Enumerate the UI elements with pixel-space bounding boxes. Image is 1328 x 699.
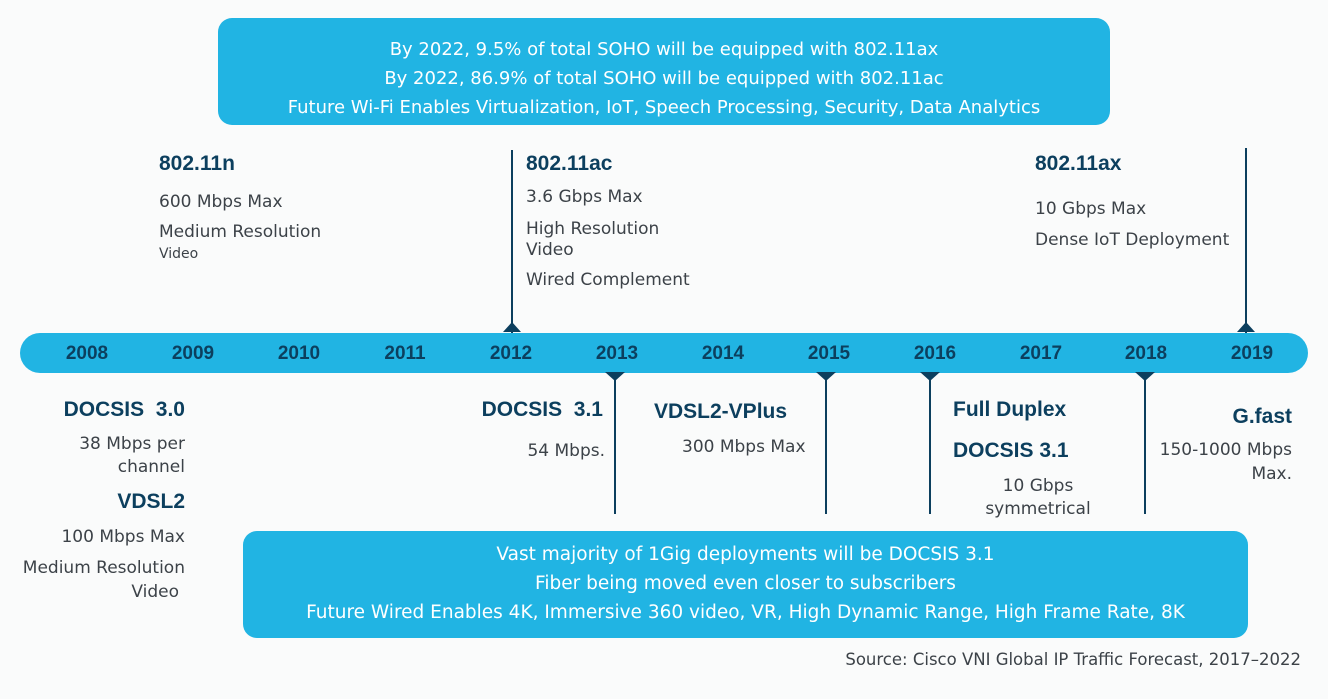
docsis-31-speed: 54 Mbps. <box>527 441 605 461</box>
wifi-802-11ax-title: 802.11ax <box>1035 152 1122 175</box>
gfast-speed: 150-1000 Mbps <box>1159 440 1292 460</box>
vdsl2-vplus-title: VDSL2-VPlus <box>654 400 788 423</box>
marker-arrow-802-11ac <box>503 322 521 332</box>
docsis-30-unit: channel <box>117 457 185 477</box>
callout-line: Vast majority of 1Gig deployments will b… <box>496 544 995 565</box>
source-citation: Source: Cisco VNI Global IP Traffic Fore… <box>845 650 1301 669</box>
year-label: 2015 <box>807 343 851 364</box>
gfast-unit: Max. <box>1251 464 1292 484</box>
year-label: 2016 <box>913 343 957 364</box>
wifi-802-11ac-use-2: Video <box>526 240 574 260</box>
full-duplex-speed: 10 Gbps <box>1002 476 1074 496</box>
marker-line-802-11ax <box>1245 148 1247 333</box>
docsis-30-title: DOCSIS 3.0 <box>63 398 185 421</box>
gfast-title: G.fast <box>1232 405 1292 428</box>
marker-line-gfast <box>1144 375 1146 514</box>
vdsl2-speed: 100 Mbps Max <box>61 527 185 547</box>
vdsl2-use-2: Video <box>131 582 179 602</box>
callout-line: Future Wi-Fi Enables Virtualization, IoT… <box>287 97 1041 118</box>
callout-line: By 2022, 9.5% of total SOHO will be equi… <box>389 39 939 60</box>
year-label: 2017 <box>1019 343 1063 364</box>
year-label: 2013 <box>595 343 639 364</box>
marker-line-docsis31 <box>614 375 616 514</box>
wifi-802-11n-use: Medium Resolution <box>159 222 322 242</box>
timeline-bar <box>20 333 1308 373</box>
wifi-802-11ax-use: Dense IoT Deployment <box>1035 230 1230 250</box>
docsis-30-speed: 38 Mbps per <box>79 434 185 454</box>
marker-arrow-802-11ax <box>1237 322 1255 332</box>
wifi-802-11n-title: 802.11n <box>159 152 235 175</box>
full-duplex-title: Full Duplex <box>953 398 1067 421</box>
wired-forecast-callout: Vast majority of 1Gig deployments will b… <box>243 531 1248 638</box>
year-label: 2019 <box>1230 343 1274 364</box>
year-label: 2012 <box>489 343 533 364</box>
vdsl2-use: Medium Resolution <box>22 558 185 578</box>
full-duplex-unit: symmetrical <box>985 499 1091 519</box>
wifi-forecast-callout: By 2022, 9.5% of total SOHO will be equi… <box>218 18 1110 125</box>
wifi-802-11n-use-2: Video <box>159 246 199 262</box>
vdsl2-title: VDSL2 <box>117 490 185 513</box>
marker-line-vplus <box>825 375 827 514</box>
year-label: 2014 <box>701 343 745 364</box>
docsis-31-title: DOCSIS 3.1 <box>481 398 603 421</box>
full-duplex-docsis-title: DOCSIS 3.1 <box>953 439 1069 462</box>
wifi-802-11n-speed: 600 Mbps Max <box>159 192 283 212</box>
year-label: 2008 <box>65 343 109 364</box>
wifi-802-11ax-speed: 10 Gbps Max <box>1035 199 1147 219</box>
callout-line: Future Wired Enables 4K, Immersive 360 v… <box>306 602 1185 623</box>
callout-line: Fiber being moved even closer to subscri… <box>535 573 956 594</box>
year-label: 2018 <box>1124 343 1168 364</box>
vdsl2-vplus-speed: 300 Mbps Max <box>682 437 806 457</box>
marker-line-802-11ac <box>511 150 513 333</box>
year-label: 2010 <box>277 343 321 364</box>
wifi-802-11ac-use: High Resolution <box>526 219 660 239</box>
wifi-802-11ac-speed: 3.6 Gbps Max <box>526 187 643 207</box>
callout-line: By 2022, 86.9% of total SOHO will be equ… <box>384 68 944 89</box>
marker-line-full-duplex <box>929 375 931 514</box>
wifi-802-11ac-complement: Wired Complement <box>526 270 690 290</box>
year-label: 2011 <box>384 343 426 364</box>
wifi-802-11ac-title: 802.11ac <box>526 152 613 175</box>
year-label: 2009 <box>171 343 215 364</box>
